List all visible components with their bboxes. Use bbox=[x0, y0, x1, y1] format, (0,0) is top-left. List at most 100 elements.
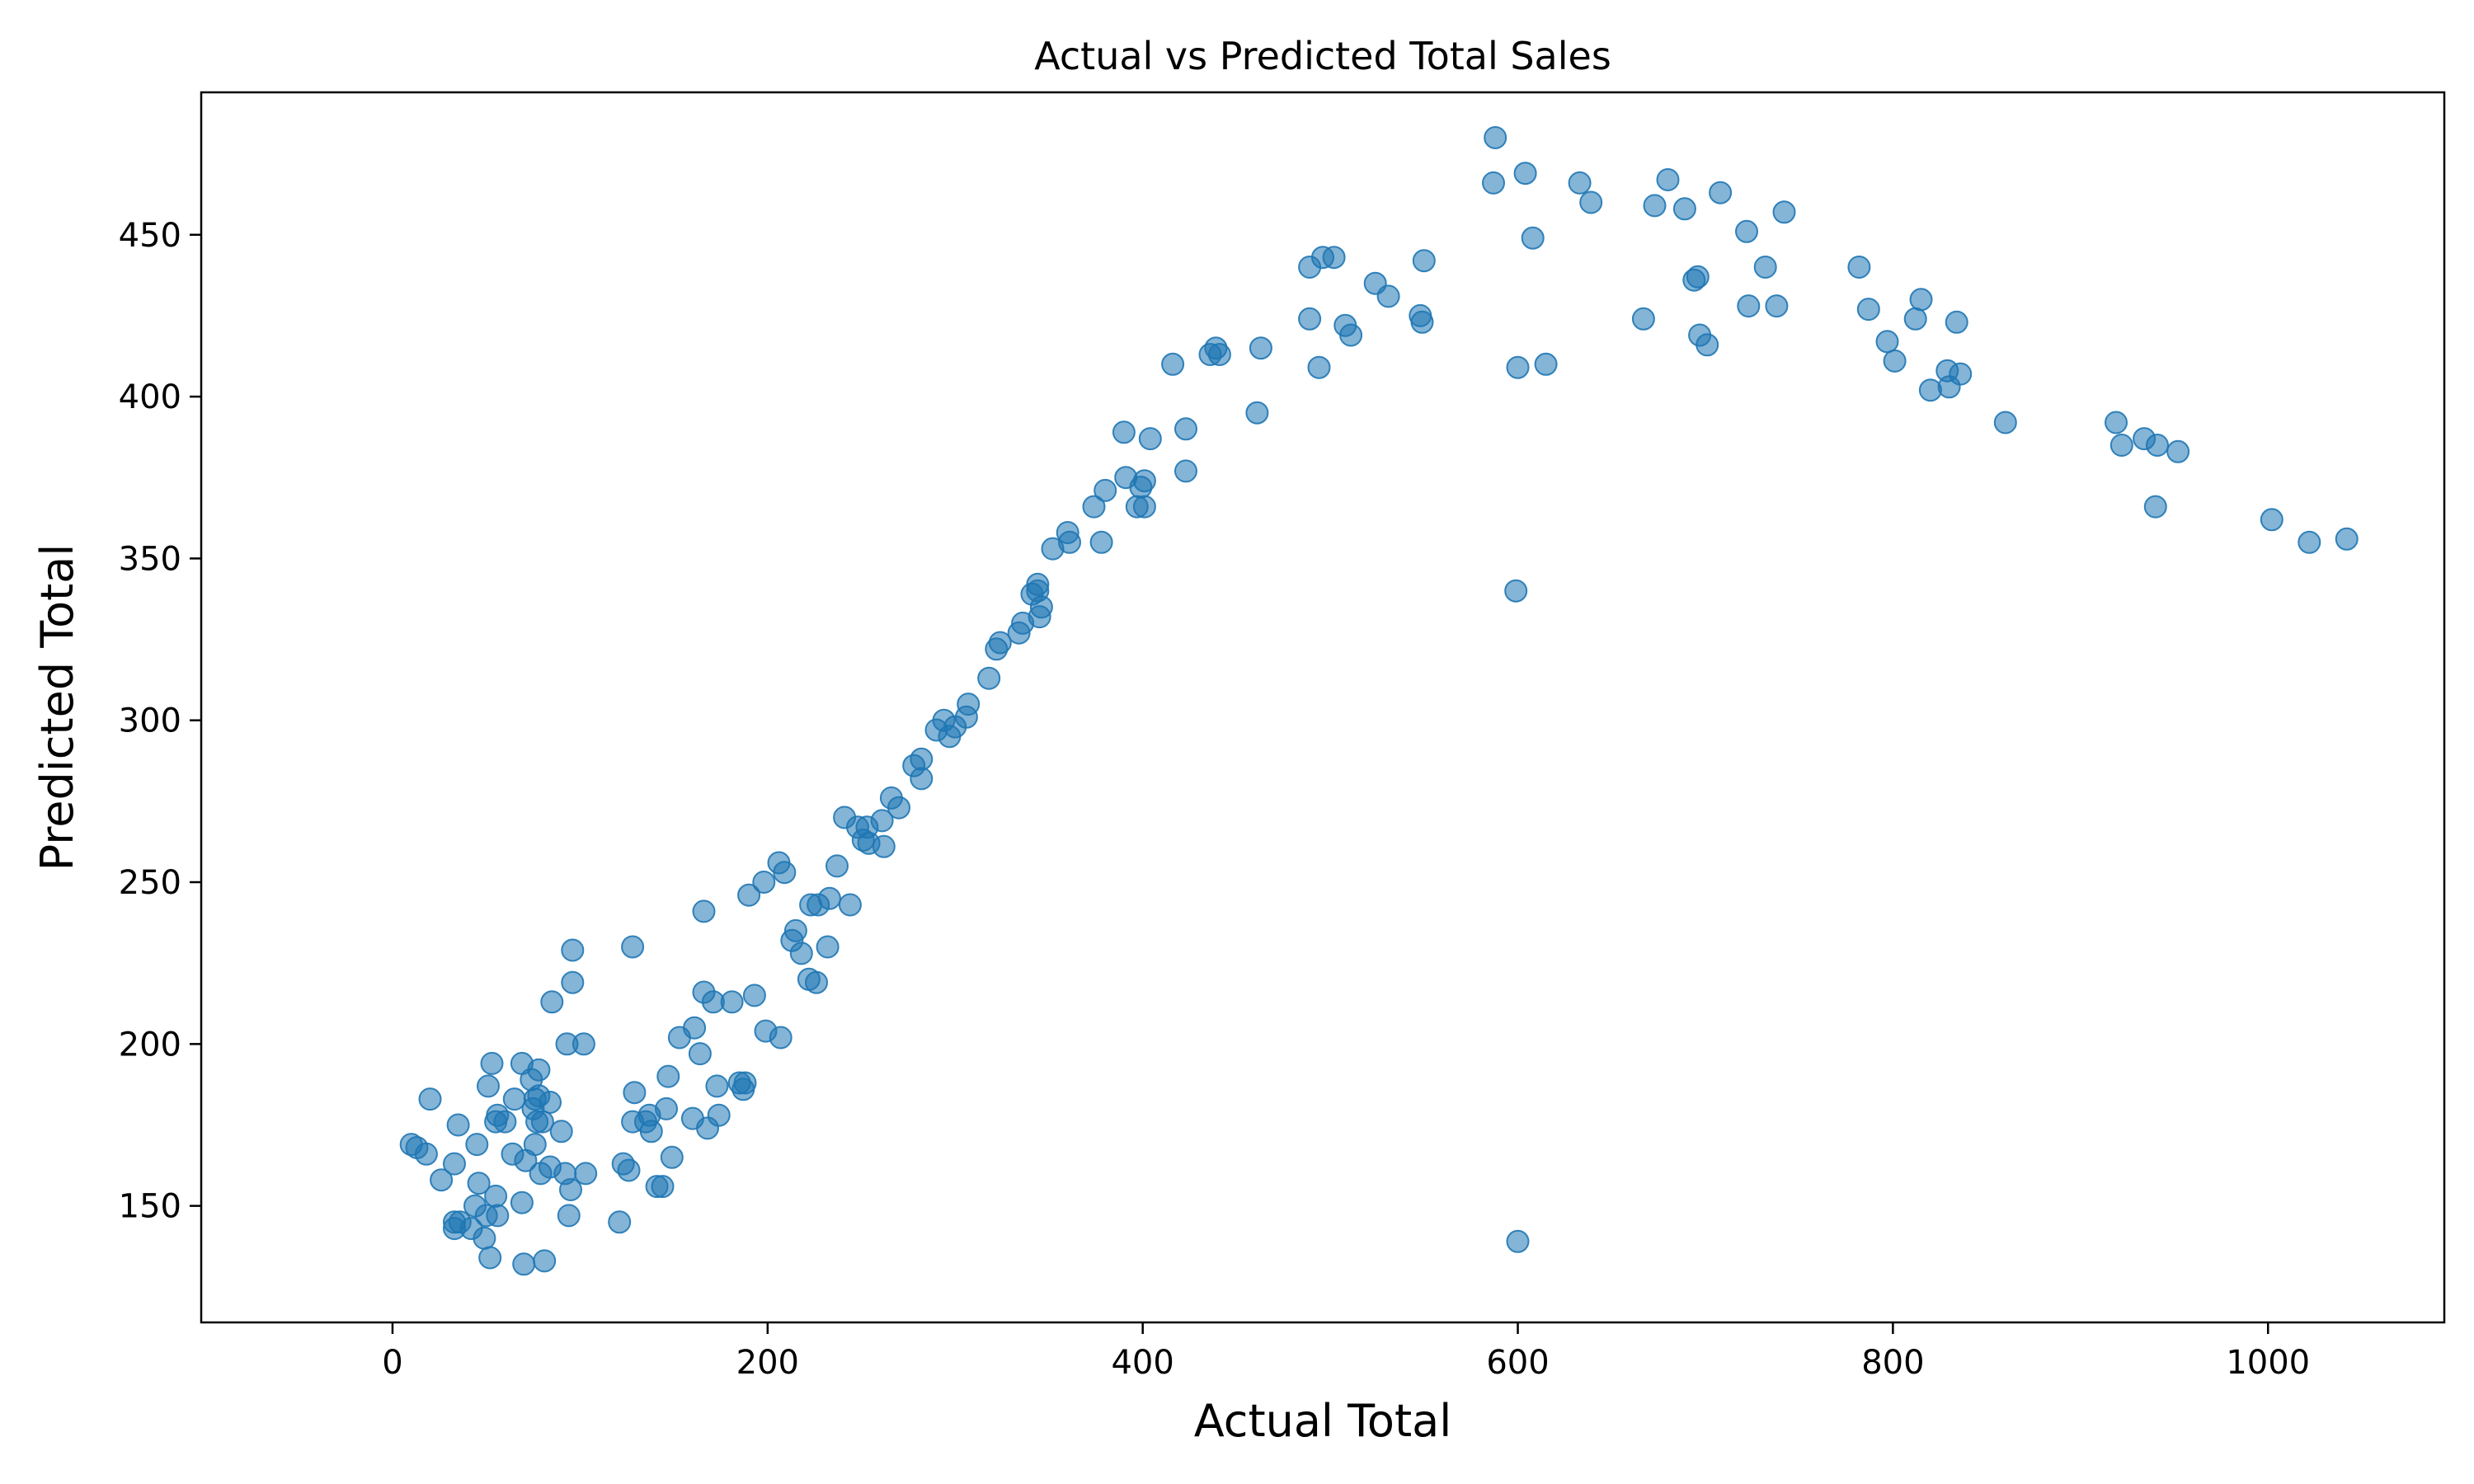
data-point bbox=[988, 631, 1012, 655]
data-point bbox=[910, 767, 934, 791]
chart-title: Actual vs Predicted Total Sales bbox=[1034, 34, 1611, 78]
data-point bbox=[443, 1152, 466, 1176]
data-point bbox=[480, 1051, 504, 1075]
data-point bbox=[752, 871, 776, 894]
data-point bbox=[2105, 411, 2128, 434]
data-point bbox=[1307, 355, 1331, 379]
data-point bbox=[1322, 246, 1346, 270]
data-point bbox=[683, 1016, 707, 1040]
x-axis-label: Actual Total bbox=[1194, 1395, 1451, 1447]
data-point bbox=[816, 935, 840, 959]
data-point bbox=[473, 1226, 496, 1250]
data-point bbox=[1410, 310, 1434, 334]
data-point bbox=[2146, 434, 2169, 457]
data-point bbox=[1249, 336, 1272, 360]
data-point bbox=[1568, 171, 1592, 195]
data-point bbox=[1735, 219, 1758, 243]
data-point bbox=[1875, 330, 1899, 354]
data-point bbox=[1856, 298, 1880, 322]
data-point bbox=[561, 970, 585, 994]
y-tick-label: 250 bbox=[119, 864, 181, 902]
data-point bbox=[783, 918, 807, 942]
data-point bbox=[742, 984, 766, 1007]
data-point bbox=[540, 990, 564, 1014]
data-point bbox=[737, 883, 761, 907]
data-point bbox=[1534, 352, 1558, 376]
data-point bbox=[430, 1168, 454, 1192]
y-tick-label: 300 bbox=[119, 702, 181, 740]
x-axis-ticks: 0 200 400 600 800 1000 bbox=[382, 1322, 2310, 1382]
data-point bbox=[1506, 1229, 1530, 1253]
data-point bbox=[608, 1210, 632, 1234]
data-point bbox=[692, 899, 716, 923]
data-point bbox=[539, 1091, 562, 1114]
data-point bbox=[660, 1145, 684, 1169]
data-point bbox=[617, 1158, 641, 1182]
data-point bbox=[1082, 495, 1106, 519]
data-point bbox=[817, 886, 841, 910]
y-tick-label: 450 bbox=[119, 217, 181, 255]
data-point bbox=[574, 1162, 598, 1186]
data-point bbox=[977, 666, 1001, 690]
data-point bbox=[465, 1133, 489, 1157]
data-point bbox=[1656, 168, 1680, 191]
x-tick-label: 0 bbox=[382, 1344, 402, 1382]
data-point bbox=[559, 1178, 582, 1201]
data-point bbox=[887, 796, 910, 819]
data-point bbox=[720, 990, 744, 1014]
data-point bbox=[1094, 478, 1117, 502]
y-tick-label: 350 bbox=[119, 540, 181, 578]
data-point bbox=[1765, 294, 1789, 318]
data-point bbox=[561, 938, 585, 962]
data-point bbox=[805, 970, 828, 994]
data-point bbox=[1631, 307, 1655, 331]
data-point bbox=[527, 1058, 551, 1082]
data-point bbox=[789, 942, 813, 965]
data-point bbox=[1945, 310, 1968, 334]
data-point bbox=[1506, 355, 1530, 379]
x-tick-label: 200 bbox=[736, 1344, 799, 1382]
y-tick-label: 400 bbox=[119, 378, 181, 416]
data-point bbox=[414, 1142, 438, 1166]
data-point bbox=[1949, 362, 1973, 386]
data-point bbox=[1737, 294, 1761, 318]
data-point bbox=[1993, 411, 2017, 434]
data-point bbox=[1918, 378, 1942, 402]
data-point bbox=[870, 809, 894, 833]
data-point bbox=[1484, 126, 1507, 149]
data-point bbox=[2143, 495, 2167, 519]
data-point bbox=[769, 1026, 793, 1050]
data-point bbox=[1132, 495, 1156, 519]
data-point bbox=[773, 861, 797, 885]
data-point bbox=[707, 1103, 731, 1127]
y-axis-label: Predicted Total bbox=[31, 544, 83, 871]
data-point bbox=[1696, 333, 1719, 357]
data-point bbox=[467, 1172, 491, 1195]
data-point bbox=[1207, 343, 1231, 366]
data-point bbox=[910, 747, 934, 771]
data-points bbox=[399, 126, 2359, 1276]
data-point bbox=[655, 1097, 678, 1120]
x-tick-label: 400 bbox=[1111, 1344, 1174, 1382]
data-point bbox=[446, 1113, 470, 1137]
plot-area-frame bbox=[200, 91, 2446, 1324]
data-point bbox=[639, 1120, 663, 1144]
data-point bbox=[872, 834, 896, 858]
data-point bbox=[1643, 194, 1667, 218]
data-point bbox=[523, 1133, 547, 1157]
data-point bbox=[1579, 190, 1603, 214]
data-point bbox=[688, 1042, 712, 1066]
data-point bbox=[1672, 197, 1696, 221]
x-tick-label: 1000 bbox=[2226, 1344, 2310, 1382]
data-point bbox=[1089, 530, 1113, 554]
data-point bbox=[1909, 288, 1933, 312]
data-point bbox=[656, 1064, 680, 1088]
data-point bbox=[2298, 530, 2321, 554]
data-point bbox=[1058, 530, 1081, 554]
data-point bbox=[418, 1087, 442, 1111]
data-point bbox=[733, 1071, 757, 1095]
data-point bbox=[571, 1032, 595, 1056]
data-point bbox=[838, 893, 862, 917]
data-point bbox=[1376, 284, 1400, 308]
